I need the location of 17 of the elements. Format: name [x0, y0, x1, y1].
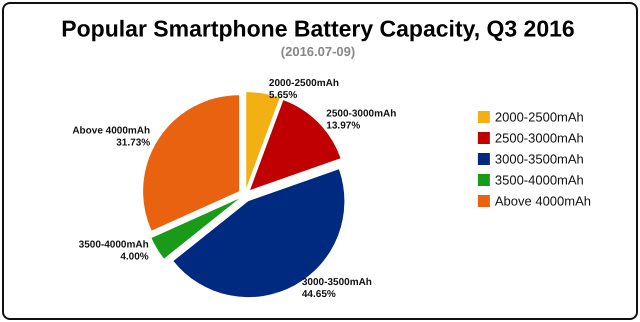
data-label: 13.97% — [326, 120, 360, 132]
legend-label: 3500-4000mAh — [494, 172, 584, 188]
chart-subtitle: (2016.07-09) — [280, 44, 356, 59]
slice-label: 2500-3000mAh — [326, 108, 396, 120]
legend-label: Above 4000mAh — [494, 194, 591, 208]
slice-label: Above 4000mAh — [72, 125, 150, 136]
slice-label: 3000-3500mAh — [302, 277, 372, 288]
data-label: 44.65% — [302, 289, 336, 300]
chart-title: Popular Smartphone Battery Capacity, Q3 2016 — [61, 16, 575, 42]
slice-label: 2000-2500mAh — [268, 78, 339, 90]
data-label: 4.00% — [120, 251, 149, 262]
legend-label: 2000-2500mAh — [494, 110, 584, 124]
data-label: 5.65% — [268, 90, 298, 102]
data-label: 31.73% — [116, 137, 150, 148]
legend-label: 3000-3500mAh — [494, 152, 584, 166]
legend-label: 2500-3000mAh — [494, 130, 584, 146]
slice-label: 3500-4000mAh — [78, 239, 149, 250]
